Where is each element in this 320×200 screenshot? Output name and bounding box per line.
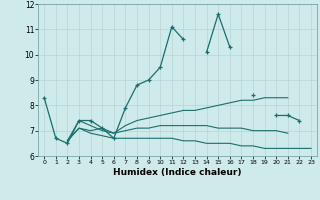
X-axis label: Humidex (Indice chaleur): Humidex (Indice chaleur) [113,168,242,177]
